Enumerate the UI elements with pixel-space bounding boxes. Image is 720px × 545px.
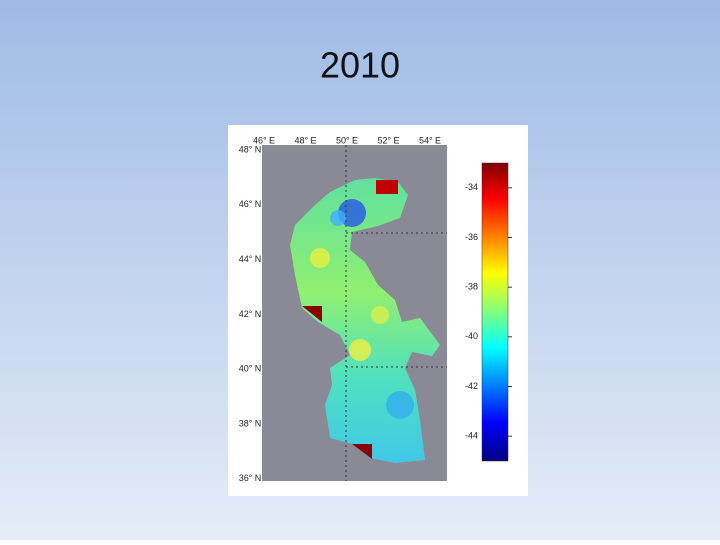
lat-label: 46° N <box>239 199 262 209</box>
lon-label: 50° E <box>336 135 358 145</box>
warm-spot <box>349 339 371 361</box>
colorbar-tick-label: -36 <box>465 232 478 242</box>
warm-spot <box>371 306 389 324</box>
lon-label: 54° E <box>419 135 441 145</box>
colorbar-tick-label: -34 <box>465 182 478 192</box>
lat-label: 36° N <box>239 473 262 483</box>
lon-label: 48° E <box>294 135 316 145</box>
lat-label: 38° N <box>239 418 262 428</box>
cold-spot <box>386 391 414 419</box>
warm-spot <box>310 248 330 268</box>
warm-corner <box>352 444 372 459</box>
colorbar-tick-label: -40 <box>465 331 478 341</box>
lon-label: 52° E <box>377 135 399 145</box>
slide-title: 2010 <box>320 45 400 86</box>
lat-label: 44° N <box>239 254 262 264</box>
cold-spot <box>330 210 346 226</box>
warm-corner <box>302 306 322 322</box>
colorbar-tick-label: -42 <box>465 381 478 391</box>
colorbar-tick-label: -38 <box>465 282 478 292</box>
warm-spot <box>376 180 398 194</box>
colorbar <box>481 162 509 462</box>
lat-label: 42° N <box>239 309 262 319</box>
lon-label: 46° E <box>253 135 275 145</box>
lat-label: 48° N <box>239 144 262 154</box>
lat-label: 40° N <box>239 364 262 374</box>
colorbar-tick-label: -44 <box>465 431 478 441</box>
